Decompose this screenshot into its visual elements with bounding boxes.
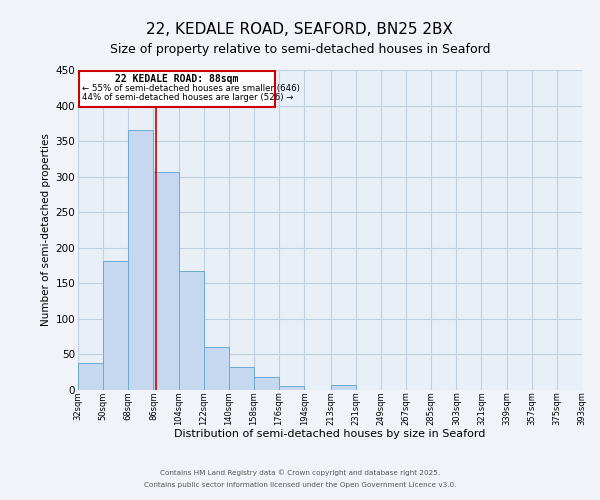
Y-axis label: Number of semi-detached properties: Number of semi-detached properties <box>41 134 52 326</box>
Text: ← 55% of semi-detached houses are smaller (646): ← 55% of semi-detached houses are smalle… <box>82 84 300 92</box>
Bar <box>279 386 304 390</box>
Bar <box>154 172 179 390</box>
Text: 44% of semi-detached houses are larger (526) →: 44% of semi-detached houses are larger (… <box>82 93 293 102</box>
Text: Contains HM Land Registry data © Crown copyright and database right 2025.: Contains HM Land Registry data © Crown c… <box>160 470 440 476</box>
Bar <box>254 377 279 390</box>
Bar <box>128 130 154 390</box>
FancyBboxPatch shape <box>79 72 275 107</box>
Text: Size of property relative to semi-detached houses in Seaford: Size of property relative to semi-detach… <box>110 42 490 56</box>
Bar <box>331 385 356 390</box>
X-axis label: Distribution of semi-detached houses by size in Seaford: Distribution of semi-detached houses by … <box>175 430 485 440</box>
Bar <box>78 363 103 390</box>
Bar <box>203 348 229 390</box>
Bar <box>103 260 128 390</box>
Text: Contains public sector information licensed under the Open Government Licence v3: Contains public sector information licen… <box>144 482 456 488</box>
Bar <box>229 366 254 390</box>
Bar <box>179 271 203 390</box>
Text: 22 KEDALE ROAD: 88sqm: 22 KEDALE ROAD: 88sqm <box>115 74 239 85</box>
Text: 22, KEDALE ROAD, SEAFORD, BN25 2BX: 22, KEDALE ROAD, SEAFORD, BN25 2BX <box>146 22 454 38</box>
